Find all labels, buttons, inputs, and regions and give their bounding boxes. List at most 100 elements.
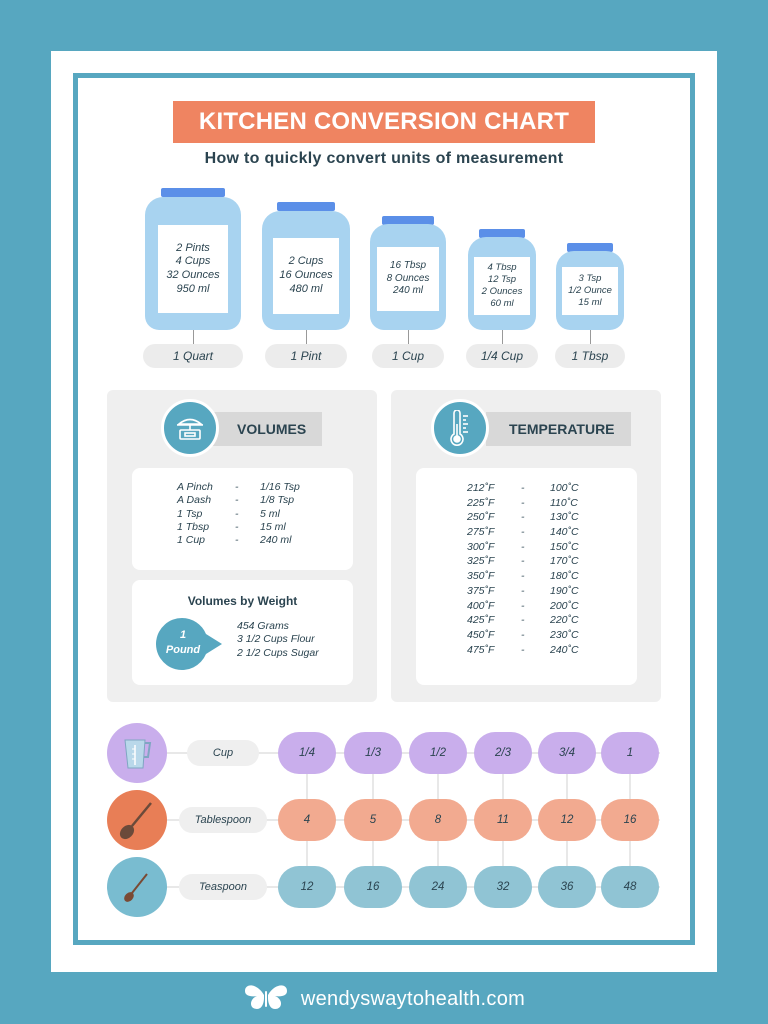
jar-label-line: 2 Cups [288,255,324,268]
temperature-row: 300˚F - 150˚C [467,540,579,555]
pound-badge-number: 1 [179,629,187,641]
value-cell: 5 [344,799,402,841]
weight-item: 3 1/2 Cups Flour [237,633,315,646]
volume-to: 1/16 Tsp [260,481,300,493]
jar-label-line: 240 ml [392,285,423,297]
temperature-separator: - [521,526,525,539]
value-cell: 3/4 [538,732,596,774]
jar-lid [382,216,434,225]
fahrenheit-value: 350˚F [467,570,495,583]
celsius-value: 200˚C [550,599,579,612]
value-cell: 16 [344,866,402,908]
value-cell: 1/4 [278,732,336,774]
jar-label-line: 60 ml [490,297,514,309]
temperature-separator: - [521,496,525,509]
jar-label: 2 Pints 4 Cups 32 Ounces 950 ml [158,225,228,313]
value-cell: 2/3 [474,732,532,774]
jar-connector [306,330,307,345]
celsius-value: 110˚C [550,496,578,509]
celsius-value: 180˚C [550,570,579,583]
jar-label: 4 Tbsp 12 Tsp 2 Ounces 60 ml [474,257,530,315]
tablespoon-icon [107,790,167,850]
celsius-value: 190˚C [550,584,579,597]
value-cell: 11 [474,799,532,841]
weight-item: 2 1/2 Cups Sugar [237,646,319,659]
weight-item: 454 Grams [237,620,289,632]
jar-label-line: 4 Tbsp [487,262,517,274]
jar-name: 1 Pint [265,344,347,368]
measuring-cup-icon [107,723,167,783]
fahrenheit-value: 425˚F [467,614,495,627]
footer: wendyswaytohealth.com [0,982,768,1016]
page-subtitle: How to quickly convert units of measurem… [204,150,564,167]
volume-row: 1 Tbsp - 15 ml [177,521,300,534]
temperature-row: 375˚F - 190˚C [467,584,579,599]
temperature-separator: - [521,482,525,494]
volume-from: A Pinch [177,481,213,493]
page-title: KITCHEN CONVERSION CHART [173,101,595,143]
celsius-value: 220˚C [550,614,579,627]
temperature-separator: - [521,599,525,612]
volume-row: A Dash - 1/8 Tsp [177,494,300,507]
temperature-row: 225˚F - 110˚C [467,496,579,511]
volume-from: 1 Tbsp [177,520,210,533]
celsius-value: 130˚C [550,511,579,524]
volume-to: 15 ml [260,520,286,533]
temperature-row: 475˚F - 240˚C [467,643,579,658]
butterfly-icon [243,983,289,1016]
fahrenheit-value: 212˚F [467,482,495,494]
temperature-separator: - [521,614,525,627]
jar-connector [502,330,503,345]
fahrenheit-value: 475˚F [467,643,495,656]
volumes-table: A Pinch - 1/16 Tsp A Dash - 1/8 Tsp 1 Tsp - 5 ml… [132,468,353,570]
temperature-separator: - [521,628,525,641]
temperature-table: 212˚F - 100˚C 225˚F - 110˚C 250˚F - 130˚C 275˚F - 1… [416,468,637,685]
value-cell: 24 [409,866,467,908]
row-label-teaspoon: Teaspoon [179,874,267,900]
temperature-row: 250˚F - 130˚C [467,510,579,525]
scale-icon [161,399,219,457]
volumes-by-weight: Volumes by Weight 1 Pound 454 Grams 3 1/2… [132,580,353,685]
jar-name: 1/4 Cup [466,344,538,368]
volume-separator: - [235,507,239,520]
jar-label-line: 8 Ounces [386,272,430,284]
fahrenheit-value: 225˚F [467,496,495,509]
jar-label-line: 32 Ounces [166,269,220,281]
volume-from: 1 Tsp [177,507,203,520]
jar-name: 1 Cup [372,344,444,368]
jar-label-line: 12 Tsp [487,274,517,286]
value-cell: 1 [601,732,659,774]
celsius-value: 150˚C [550,540,579,553]
jar-label: 3 Tsp 1/2 Ounce 15 ml [562,267,618,315]
temperature-row: 425˚F - 220˚C [467,613,579,628]
fahrenheit-value: 300˚F [467,540,495,553]
temperature-row: 325˚F - 170˚C [467,554,579,569]
celsius-value: 240˚C [550,643,579,656]
temperature-separator: - [521,540,525,553]
jar-connector [408,330,409,345]
jar-lid [277,202,335,211]
jar-label-line: 16 Tbsp [389,260,427,272]
site-url[interactable]: wendyswaytohealth.com [300,987,526,1010]
jar-label: 2 Cups 16 Ounces 480 ml [273,238,339,314]
jar-name: 1 Quart [143,344,243,368]
temperature-row: 400˚F - 200˚C [467,599,579,614]
celsius-value: 100˚C [550,482,579,494]
volume-separator: - [235,520,239,533]
fahrenheit-value: 450˚F [467,628,495,641]
jar-label-line: 4 Cups [175,255,211,268]
volume-from: A Dash [177,494,212,507]
fahrenheit-value: 250˚F [467,511,495,524]
value-cell: 8 [409,799,467,841]
pound-badge-unit: Pound [165,644,201,656]
value-cell: 16 [601,799,659,841]
jar-connector [590,330,591,345]
temperature-separator: - [521,570,525,583]
temperature-separator: - [521,511,525,524]
value-cell: 1/3 [344,732,402,774]
celsius-value: 140˚C [550,526,579,539]
jar-name: 1 Tbsp [555,344,625,368]
jar-lid [567,243,613,252]
jar-label-line: 3 Tsp [578,273,602,285]
volumes-by-weight-title: Volumes by Weight [187,594,298,608]
